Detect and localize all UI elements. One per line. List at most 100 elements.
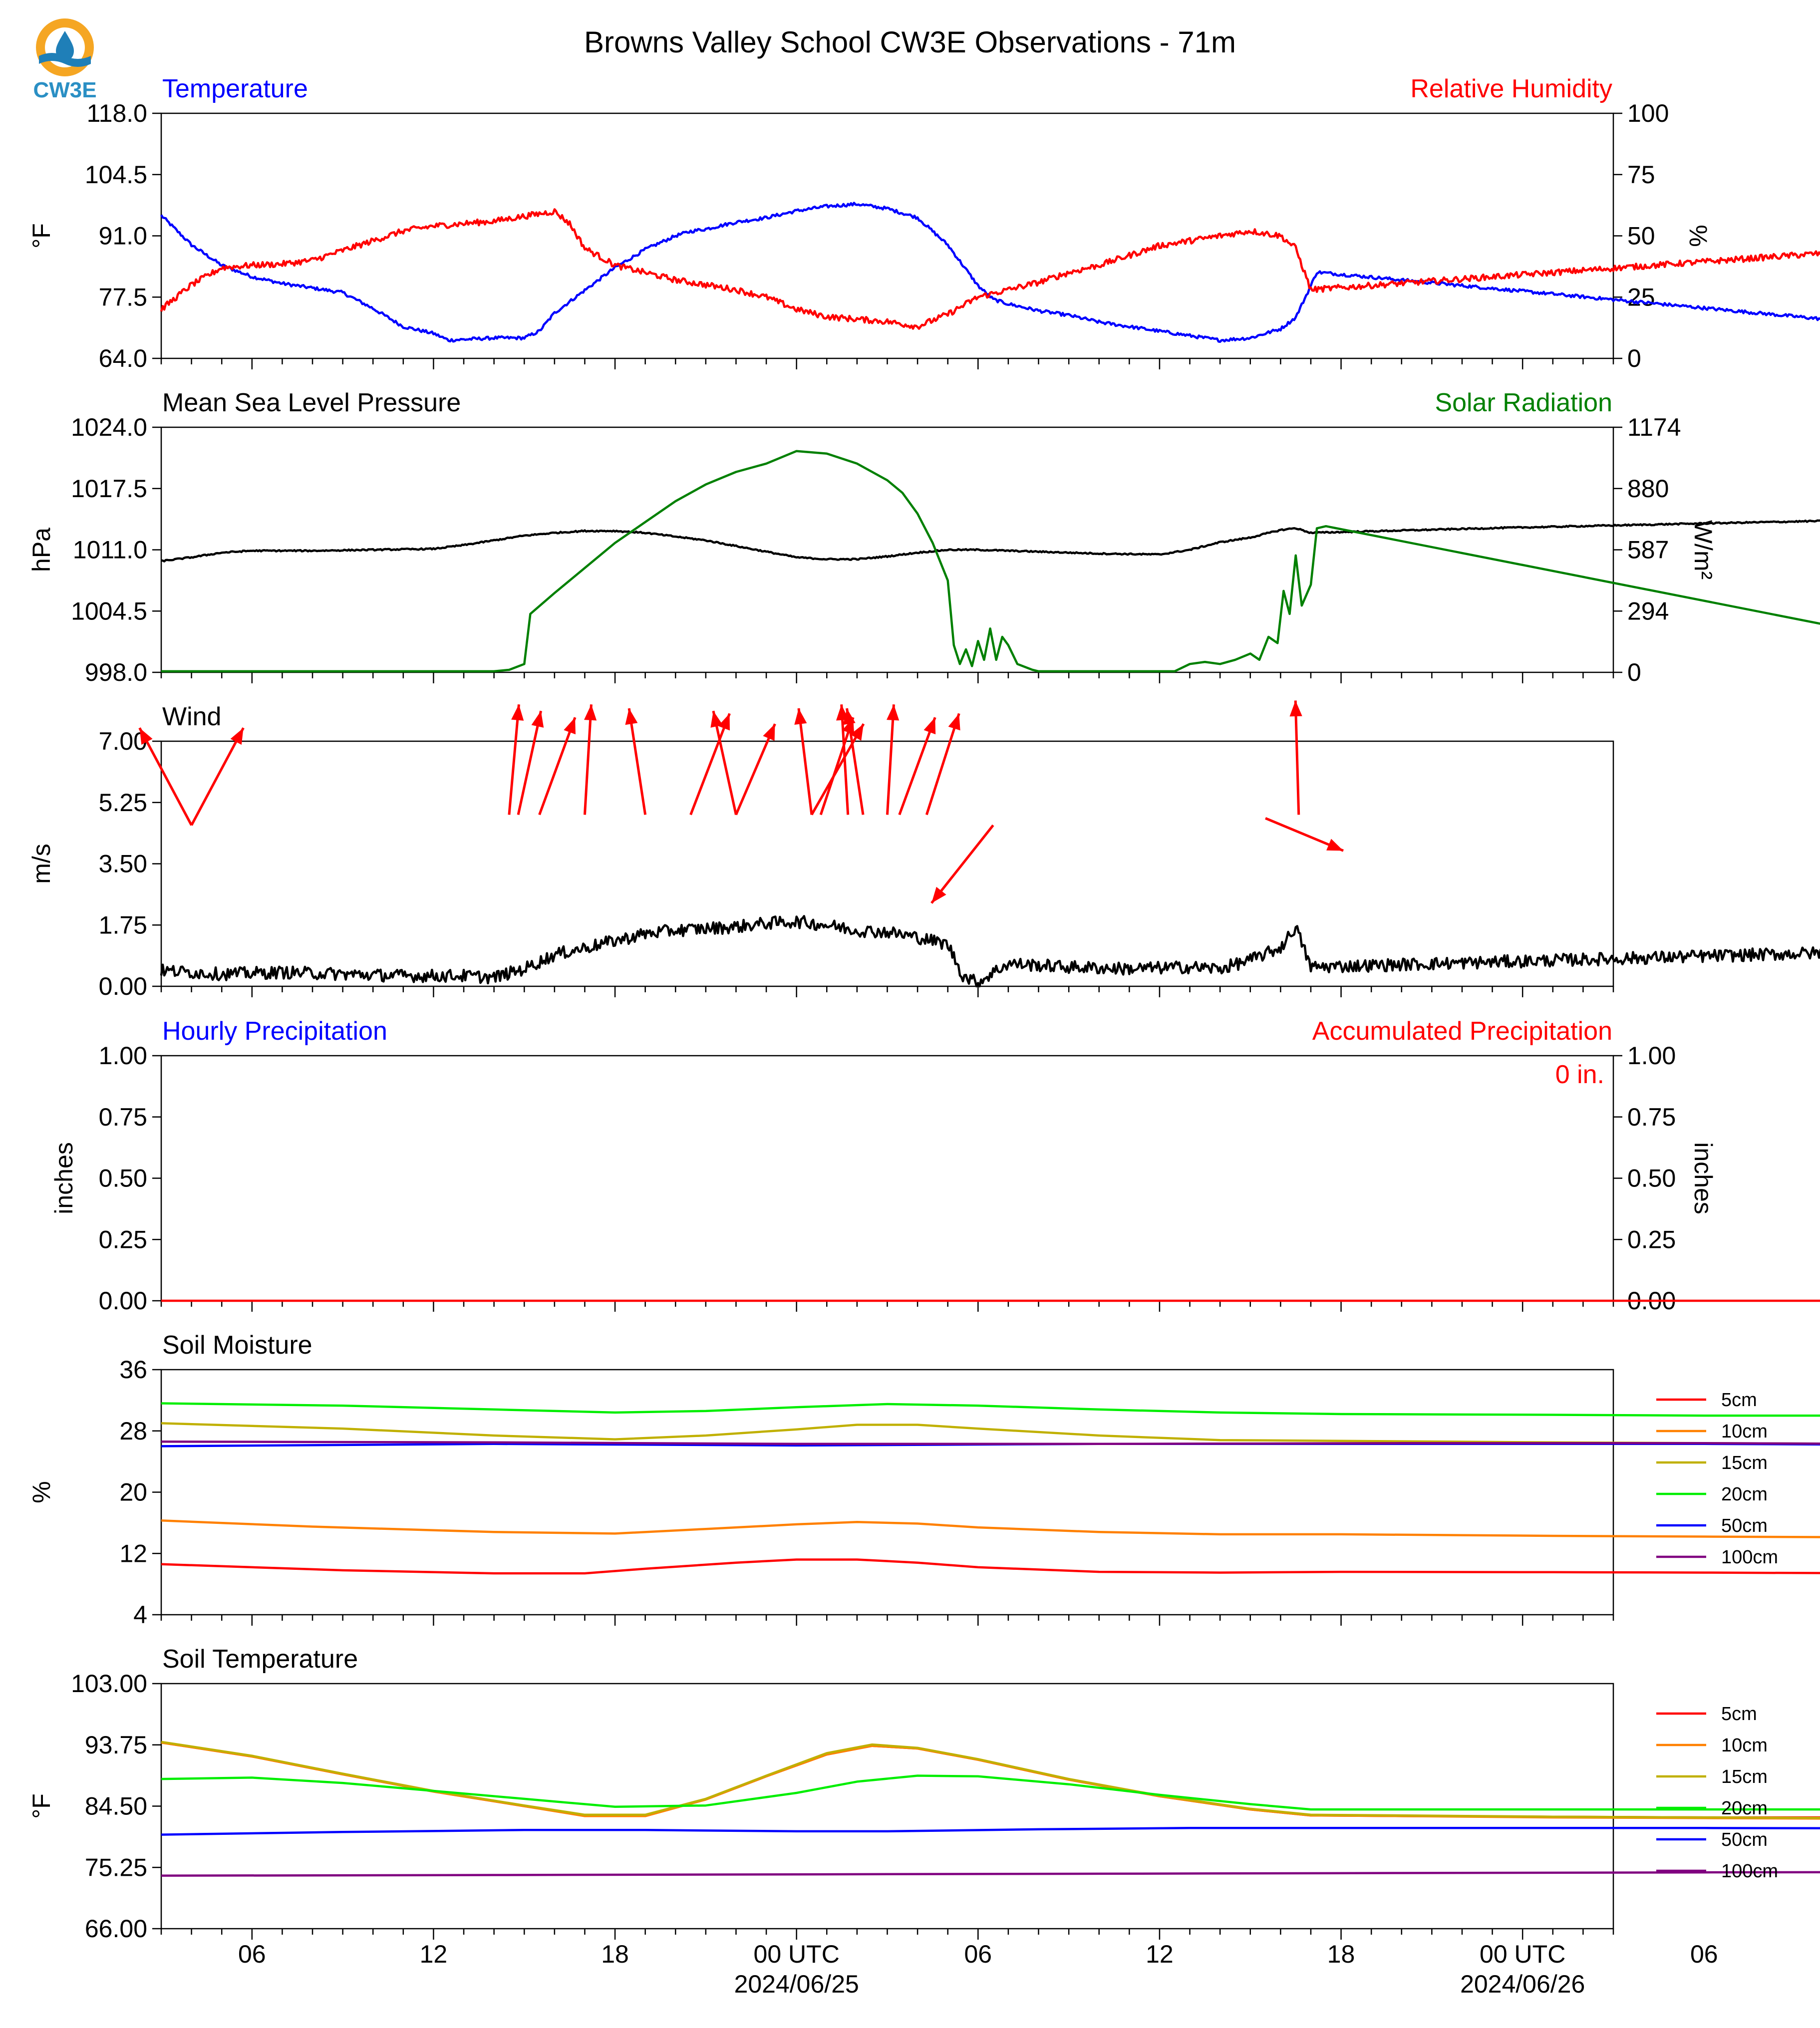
accumulated-total-label: 0 in. [1555,1060,1604,1089]
wind-arrow [1265,817,1344,852]
x-date-label: 2024/06/25 [734,1970,859,1998]
y-tick-label: 1024.0 [71,413,147,441]
legend-label: 10cm [1721,1421,1768,1442]
x-tick-label: 06 [1690,1940,1718,1968]
y-right-tick-label: 0 [1627,658,1641,686]
panels-group: Temperature Relative Humidity 64.0 77.5 91.0… [27,74,1820,1943]
legend-label: 15cm [1721,1452,1768,1473]
y-axis-label: °F [27,223,55,249]
logo-water-drop-icon [56,31,74,61]
y-tick-label: 104.5 [85,161,147,189]
x-tick-label: 12 [420,1940,448,1968]
y-tick-label: 84.50 [85,1792,147,1820]
panel-title-right: Relative Humidity [1410,74,1612,103]
y-tick-label: 118.0 [87,99,147,127]
wind-arrow [689,713,731,816]
legend-label: 100cm [1721,1547,1778,1568]
wind-arrow [710,710,737,815]
wind-arrow [508,704,524,815]
wind-arrow [886,704,900,815]
y-tick-label: 4 [133,1601,147,1629]
x-tick-label: 06 [238,1940,266,1968]
y-axis-label: inches [50,1142,78,1214]
series-line-5cm [161,1741,1820,1819]
series-line-50cm [161,1827,1820,1836]
y-tick-label: 0.75 [99,1103,147,1131]
y-tick-label: 103.00 [71,1670,147,1698]
series-line-solar-radiation [161,450,1820,673]
cw3e-logo: CW3E [33,18,97,102]
legend: 5cm 10cm 15cm 20cm 50cm 100cm [1656,1704,1778,1882]
wind-arrow [810,723,865,816]
y-tick-label: 66.00 [85,1915,147,1943]
y-tick-label: 12 [119,1539,147,1567]
y-right-tick-label: 294 [1627,597,1669,625]
panel-pres_solar: Mean Sea Level Pressure Solar Radiation 99… [27,388,1820,686]
wind-arrow [930,824,994,904]
y-tick-label: 1004.5 [71,597,147,625]
y-tick-label: 64.0 [99,344,147,372]
wind-arrow [190,727,245,826]
wind-arrow [925,713,960,816]
y-right-axis-label: % [1684,225,1712,247]
panel-soil_moisture: Soil Moisture 4 12 20 28 36% 5cm 10cm 15cm 20cm 50… [27,1331,1820,1629]
series-line-100cm [161,1871,1820,1877]
y-right-tick-label: 0.75 [1627,1103,1676,1131]
y-axis-label: °F [27,1793,55,1819]
y-right-tick-label: 1174 [1627,413,1681,441]
legend-label: 50cm [1721,1515,1768,1536]
y-tick-label: 1.75 [99,911,147,939]
y-right-tick-label: 25 [1627,283,1655,311]
legend: 5cm 10cm 15cm 20cm 50cm 100cm [1656,1390,1778,1568]
panel-precip: Hourly Precipitation Accumulated Precipit… [50,1017,1820,1315]
legend-label: 5cm [1721,1704,1757,1725]
y-right-axis-label: W/m² [1689,520,1717,579]
legend-label: 20cm [1721,1484,1768,1505]
series-line-20cm [161,1402,1820,1417]
wind-arrow [517,710,544,815]
y-right-tick-label: 880 [1627,475,1669,503]
series-line-mean-sea-level-pressure [161,519,1820,563]
panel-temp_rh: Temperature Relative Humidity 64.0 77.5 91.0… [27,74,1820,372]
logo-text: CW3E [33,78,96,102]
y-tick-label: 0.00 [99,972,147,1000]
y-tick-label: 0.00 [99,1287,147,1315]
x-tick-label: 12 [1146,1940,1174,1968]
y-right-tick-label: 100 [1627,99,1669,127]
legend-label: 50cm [1721,1829,1768,1850]
x-tick-label: 18 [1327,1940,1355,1968]
x-tick-label: 18 [601,1940,629,1968]
wind-arrow [794,708,813,815]
y-right-tick-label: 0.25 [1627,1225,1676,1253]
y-tick-label: 1017.5 [71,475,147,503]
figure-title: Browns Valley School CW3E Observations -… [584,25,1236,59]
y-axis-label: % [27,1481,55,1503]
legend-label: 100cm [1721,1861,1778,1882]
y-tick-label: 3.50 [99,850,147,878]
y-right-tick-label: 0 [1627,344,1641,372]
y-tick-label: 91.0 [99,222,147,250]
x-tick-label: 06 [964,1940,992,1968]
y-right-axis-label: inches [1689,1142,1717,1214]
y-right-tick-label: 75 [1627,161,1655,189]
plot-frame [160,740,1614,987]
panel-title-right: Accumulated Precipitation [1312,1017,1612,1046]
series-line-wind-speed [160,915,1820,988]
y-tick-label: 998.0 [85,658,147,686]
y-axis-label: hPa [27,528,55,572]
series-line-20cm [161,1774,1820,1811]
wind-arrow [538,717,577,816]
series-line-5cm [161,1558,1820,1575]
series-line-10cm [161,1519,1820,1538]
plot-frame [160,1683,1614,1930]
y-tick-label: 0.25 [99,1225,147,1253]
plot-frame [160,1055,1614,1302]
wind-arrow [1289,700,1302,815]
y-tick-label: 1011.0 [73,536,147,564]
y-tick-label: 28 [119,1417,147,1445]
y-tick-label: 20 [119,1478,147,1506]
legend-label: 5cm [1721,1390,1757,1411]
panel-wind: Wind 0.00 1.75 3.50 5.25 7.00 m/s [27,700,1820,1000]
